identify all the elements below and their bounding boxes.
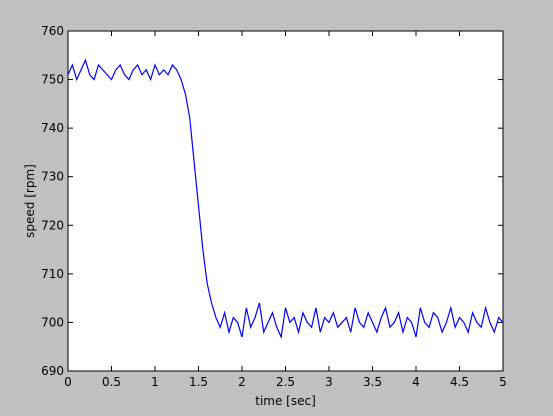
x-tick-label: 1.5 [189, 375, 208, 389]
x-tick-label: 2 [238, 375, 246, 389]
y-tick-label: 700 [41, 315, 64, 329]
data-line [67, 58, 504, 340]
x-tick-label: 5 [499, 375, 507, 389]
x-tick-label: 4.5 [450, 375, 469, 389]
y-tick-label: 750 [41, 73, 64, 87]
x-axis-label: time [sec] [255, 394, 316, 408]
y-tick-label: 730 [41, 170, 64, 184]
x-tick-label: 1 [151, 375, 159, 389]
plot-area [67, 30, 504, 372]
y-tick-label: 720 [41, 218, 64, 232]
x-tick-label: 0.5 [102, 375, 121, 389]
x-tick-label: 0 [64, 375, 72, 389]
x-tick-label: 3 [325, 375, 333, 389]
x-tick-label: 3.5 [363, 375, 382, 389]
y-tick-label: 710 [41, 267, 64, 281]
y-tick-label: 760 [41, 24, 64, 38]
y-tick-label: 690 [41, 364, 64, 378]
x-tick-label: 4 [412, 375, 420, 389]
x-tick-label: 2.5 [276, 375, 295, 389]
y-axis-label: speed [rpm] [23, 164, 37, 238]
y-tick-label: 740 [41, 121, 64, 135]
